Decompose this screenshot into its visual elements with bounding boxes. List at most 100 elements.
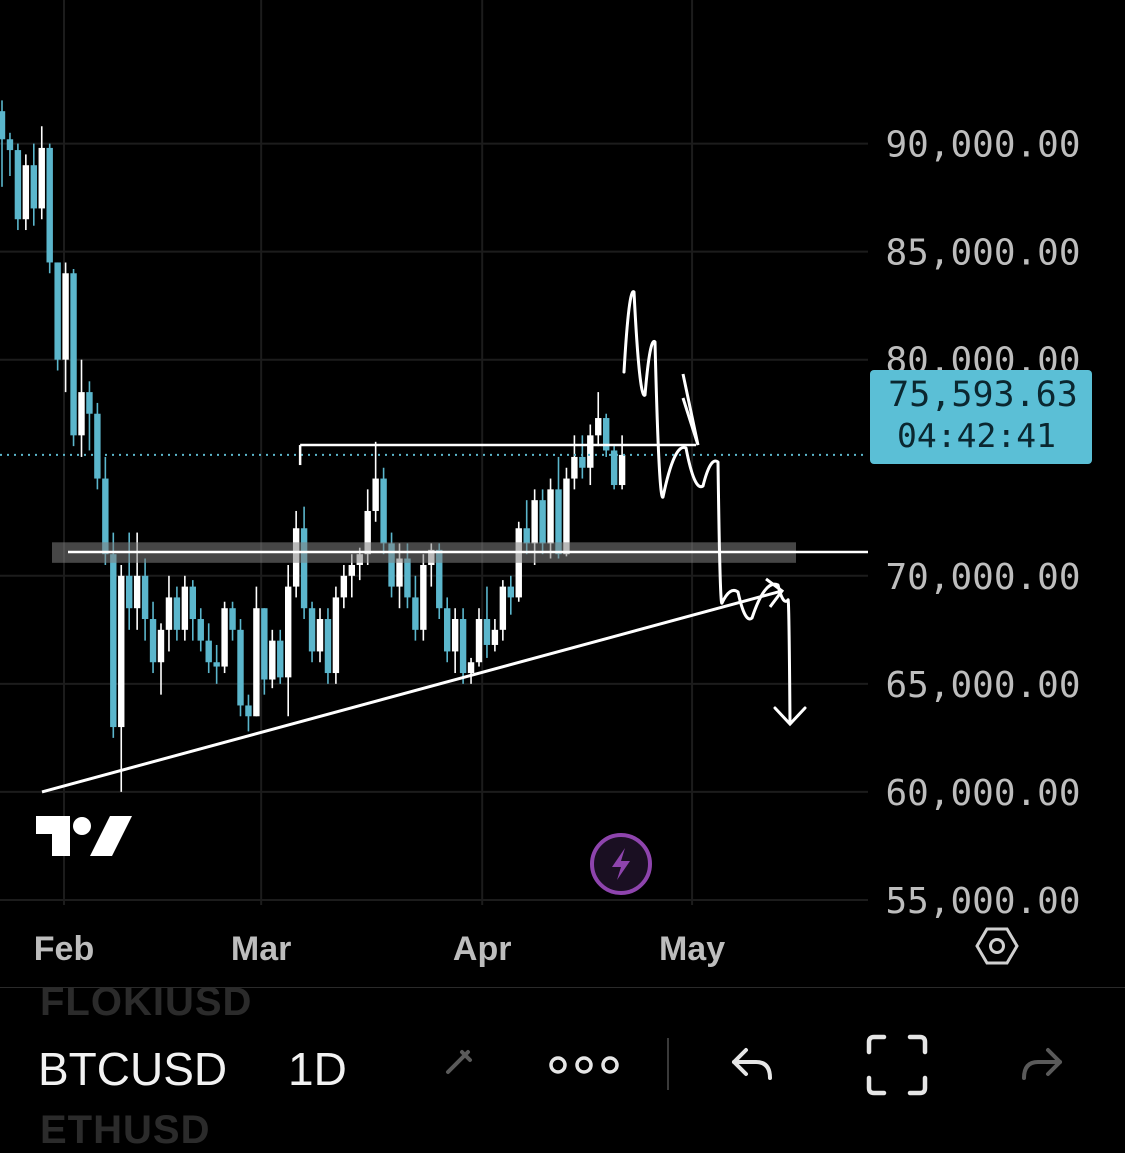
price-tick-label: 70,000.00	[885, 557, 1080, 598]
candle-body	[229, 608, 236, 630]
candle-body	[38, 147, 45, 209]
candle-body	[157, 629, 165, 663]
candles-layer	[0, 100, 626, 792]
candle-body	[483, 619, 491, 645]
candle-body	[213, 662, 220, 667]
lightning-icon[interactable]	[590, 833, 652, 895]
candle-body	[277, 640, 284, 678]
projected-price-path	[622, 290, 792, 724]
toolbar-separator	[667, 1038, 669, 1090]
price-chart[interactable]: 90,000.0085,000.0080,000.0070,000.0065,0…	[0, 0, 1125, 987]
candle-body	[118, 575, 125, 728]
candle-body	[30, 165, 37, 209]
candle-body	[475, 619, 483, 663]
candle-body	[261, 608, 268, 680]
candle-body	[412, 597, 419, 630]
candle-body	[126, 575, 133, 609]
candle-body	[86, 392, 93, 414]
candle-body	[491, 629, 499, 645]
candle-body	[205, 640, 212, 663]
pencil-icon[interactable]	[440, 1042, 480, 1082]
candle-body	[0, 111, 6, 140]
candle-body	[555, 489, 562, 555]
candle-body	[451, 619, 459, 652]
candle-body	[285, 586, 292, 678]
symbol-button[interactable]: BTCUSD	[38, 1043, 228, 1095]
candle-body	[308, 608, 316, 652]
price-tick-label: 90,000.00	[885, 125, 1080, 166]
price-tick-label: 55,000.00	[885, 881, 1080, 922]
tradingview-logo[interactable]	[36, 816, 132, 856]
candle-body	[563, 478, 570, 555]
drawings-layer	[0, 290, 868, 794]
resistance-arrowhead	[681, 373, 700, 446]
hexagon-settings-icon[interactable]	[975, 927, 1019, 965]
candle-body	[467, 662, 475, 674]
redo-icon[interactable]	[1018, 1042, 1066, 1086]
chart-grid	[0, 0, 868, 905]
candle-body	[149, 619, 157, 663]
interval-button[interactable]: 1D	[288, 1043, 347, 1095]
candle-body	[165, 597, 173, 630]
price-tick-label: 85,000.00	[885, 233, 1080, 274]
candle-body	[102, 478, 109, 555]
candle-body	[62, 273, 69, 360]
candle-body	[22, 165, 30, 220]
candle-body	[610, 450, 618, 486]
candle-body	[197, 619, 204, 641]
candle-body	[587, 435, 594, 468]
candle-body	[245, 705, 252, 717]
undo-icon[interactable]	[728, 1042, 776, 1086]
more-icon[interactable]	[548, 1050, 620, 1080]
candle-body	[364, 510, 371, 555]
candle-body	[14, 150, 22, 220]
candle-body	[316, 619, 324, 652]
candle-body	[78, 392, 85, 436]
candle-body	[547, 489, 554, 544]
candle-body	[70, 273, 77, 436]
candle-body	[253, 608, 260, 717]
candle-body	[237, 629, 244, 706]
price-tick-label: 65,000.00	[885, 665, 1080, 706]
ghost-symbol-above: FLOKIUSD	[40, 980, 253, 1024]
candle-body	[420, 564, 427, 630]
candle-body	[444, 608, 451, 652]
candle-body	[300, 528, 308, 609]
candle-body	[499, 586, 507, 630]
time-axis[interactable]: Feb Mar Apr May	[34, 930, 725, 968]
price-axis[interactable]: 90,000.0085,000.0080,000.0070,000.0065,0…	[870, 125, 1092, 922]
candle-body	[388, 543, 395, 587]
candle-body	[539, 500, 546, 544]
month-tick-label: Feb	[34, 930, 94, 968]
candle-body	[94, 413, 101, 479]
ghost-symbol-below: ETHUSD	[40, 1108, 211, 1152]
candle-body	[332, 597, 340, 674]
candle-body	[348, 564, 355, 576]
candle-body	[531, 500, 538, 544]
candle-body	[595, 418, 602, 436]
month-tick-label: Apr	[453, 930, 512, 968]
candle-body	[507, 586, 514, 598]
candle-body	[54, 262, 61, 360]
projection-arrowhead	[773, 706, 807, 727]
candle-body	[324, 619, 332, 674]
candle-body	[380, 478, 387, 544]
candle-body	[221, 608, 228, 667]
candle-body	[340, 575, 348, 598]
last-price-label-bg	[870, 370, 1092, 464]
candle-body	[181, 586, 189, 630]
candle-body	[523, 528, 530, 544]
month-tick-label: Mar	[231, 930, 291, 968]
candle-body	[396, 558, 403, 587]
fullscreen-icon[interactable]	[866, 1034, 928, 1096]
candle-body	[618, 454, 626, 486]
ascending-trendline	[41, 589, 783, 794]
candle-body	[46, 147, 53, 263]
price-tick-label: 60,000.00	[885, 773, 1080, 814]
month-tick-label: May	[659, 930, 725, 968]
candle-body	[404, 558, 411, 598]
candle-body	[571, 456, 578, 479]
candle-body	[6, 139, 14, 151]
candle-body	[459, 619, 467, 674]
candle-body	[133, 575, 141, 609]
